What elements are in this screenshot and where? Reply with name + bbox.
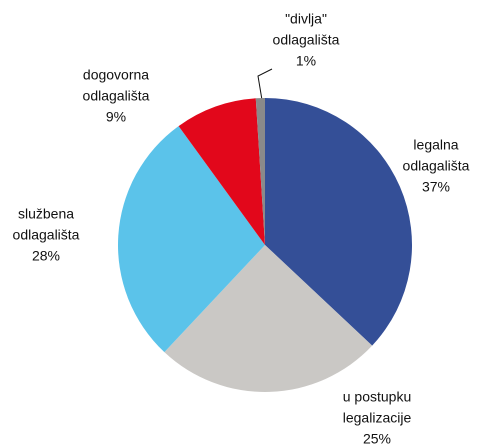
slice-label: službena [18, 206, 74, 222]
slice-label: legalizacije [343, 410, 412, 426]
slice-label: "divlja" [285, 11, 327, 27]
slice-label: odlagališta [273, 32, 340, 48]
value-label: 25% [363, 431, 391, 447]
slice-label: u postupku [343, 389, 412, 405]
value-label: 28% [32, 248, 60, 264]
pie-slice [178, 98, 265, 245]
slice-label: dogovorna [83, 67, 149, 83]
slice-label: legalna [413, 137, 458, 153]
slice-label: odlagališta [83, 88, 150, 104]
value-label: 9% [106, 109, 126, 125]
pie-slice [118, 126, 266, 353]
pie-slice [265, 98, 412, 346]
leader-line [257, 68, 273, 101]
value-label: 1% [296, 53, 316, 69]
slice-label: odlagališta [13, 227, 80, 243]
pie-slice [255, 98, 265, 245]
pie-slice [164, 245, 373, 392]
value-label: 37% [422, 179, 450, 195]
slice-label: odlagališta [403, 158, 470, 174]
